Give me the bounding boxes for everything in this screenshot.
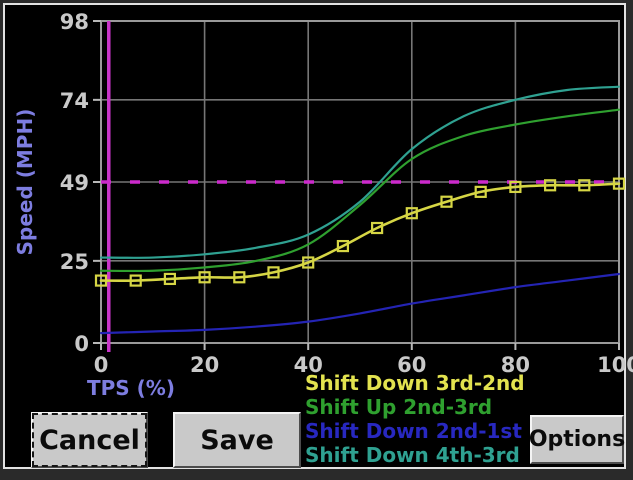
x-tick-label: 20 — [190, 353, 219, 377]
series-line[interactable] — [99, 272, 621, 335]
shift-point-handle[interactable] — [544, 179, 557, 192]
shift-point-handle[interactable] — [129, 274, 142, 287]
series-line-editable[interactable] — [99, 182, 621, 282]
y-tick-label: 74 — [60, 89, 89, 113]
shift-point-handle[interactable] — [440, 195, 453, 208]
legend-item: Shift Down 4th-3rd — [305, 443, 520, 467]
x-axis-title: TPS (%) — [87, 376, 175, 400]
shift-point-handle[interactable] — [509, 180, 522, 194]
shift-point-handle[interactable] — [578, 179, 591, 192]
save-button[interactable]: Save — [173, 412, 301, 468]
options-button[interactable]: Options — [529, 415, 625, 464]
y-axis-title: Speed (MPH) — [13, 108, 37, 256]
series-line[interactable] — [99, 108, 621, 273]
x-tick-label: 80 — [501, 353, 530, 377]
shift-point-handle[interactable] — [233, 271, 246, 284]
x-tick-label: 60 — [397, 353, 426, 377]
shift-point-handle[interactable] — [612, 177, 626, 190]
series-line[interactable] — [99, 85, 621, 259]
y-tick-label: 49 — [60, 171, 89, 195]
x-tick-label: 100 — [597, 353, 633, 377]
screen-frame: 0 20 40 60 80 100 0 25 49 74 98 Speed (MPH) TPS (%… — [3, 3, 633, 469]
legend-item: Shift Up 2nd-3rd — [305, 395, 493, 419]
shift-point-handle[interactable] — [474, 185, 487, 198]
shift-point-handle[interactable] — [163, 272, 176, 286]
shift-point-handle[interactable] — [267, 266, 280, 279]
shift-curves-chart[interactable]: 0 20 40 60 80 100 0 25 49 74 98 — [5, 5, 633, 405]
chart-legend: Shift Down 3rd-2nd Shift Up 2nd-3rd Shift … — [305, 371, 525, 467]
y-tick-label: 98 — [60, 10, 89, 34]
shift-point-handle[interactable] — [405, 207, 418, 220]
shift-point-handle[interactable] — [302, 256, 315, 269]
shift-point-handle[interactable] — [198, 271, 211, 284]
cancel-button[interactable]: Cancel — [31, 412, 148, 468]
shift-point-handle[interactable] — [370, 221, 384, 235]
x-tick-label: 0 — [94, 353, 109, 377]
x-tick-label: 40 — [294, 353, 323, 377]
legend-item: Shift Down 2nd-1st — [305, 419, 522, 443]
legend-item: Shift Down 3rd-2nd — [305, 371, 525, 395]
y-tick-label: 0 — [74, 332, 89, 356]
shift-point-handle[interactable] — [94, 274, 108, 287]
shift-point-handle[interactable] — [336, 239, 350, 253]
y-tick-label: 25 — [60, 250, 89, 274]
